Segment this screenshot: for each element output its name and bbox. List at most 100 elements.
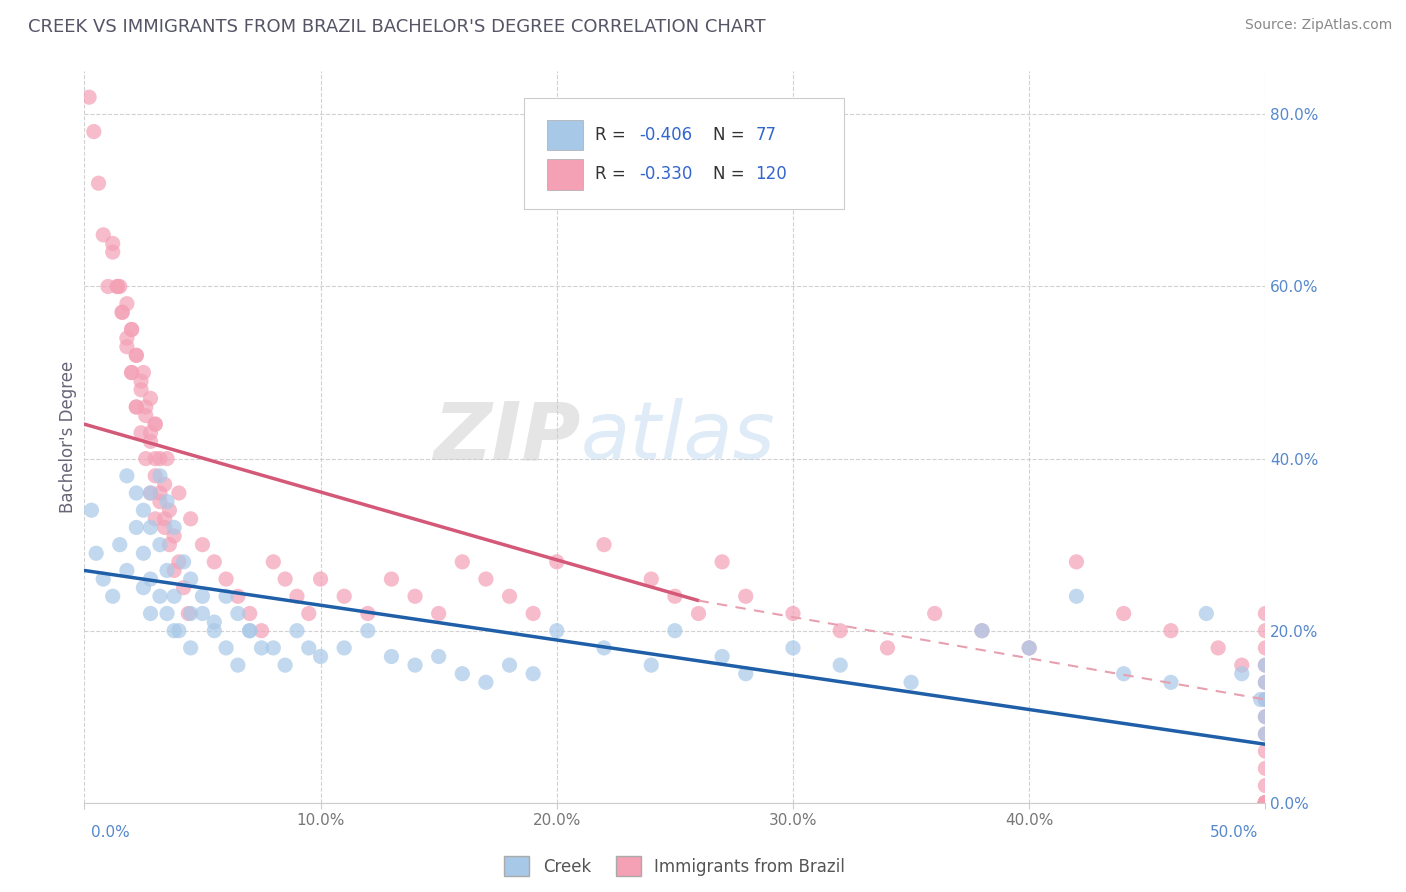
- Point: [1160, 675, 1182, 690]
- Text: Source: ZipAtlas.com: Source: ZipAtlas.com: [1244, 18, 1392, 32]
- Point: [91, 227, 114, 242]
- Point: [143, 468, 166, 483]
- Point: [121, 322, 143, 336]
- Point: [1254, 640, 1277, 655]
- Text: 77: 77: [755, 126, 776, 144]
- Point: [298, 607, 321, 621]
- Point: [664, 589, 686, 603]
- Text: atlas: atlas: [581, 398, 775, 476]
- Point: [101, 245, 124, 260]
- Point: [262, 555, 284, 569]
- Text: -0.330: -0.330: [640, 166, 693, 184]
- Point: [156, 564, 179, 578]
- Point: [404, 658, 426, 673]
- Point: [153, 512, 176, 526]
- Point: [298, 640, 321, 655]
- Point: [1254, 796, 1277, 810]
- Point: [640, 658, 662, 673]
- Point: [285, 624, 308, 638]
- Text: ZIP: ZIP: [433, 398, 581, 476]
- Point: [309, 572, 332, 586]
- Point: [129, 374, 152, 388]
- Point: [125, 486, 148, 500]
- Text: 50.0%: 50.0%: [1211, 825, 1258, 840]
- Point: [153, 520, 176, 534]
- Point: [1112, 607, 1135, 621]
- Point: [125, 348, 148, 362]
- Point: [782, 607, 804, 621]
- Text: R =: R =: [595, 126, 630, 144]
- Point: [711, 649, 734, 664]
- Point: [157, 538, 180, 552]
- Point: [522, 666, 544, 681]
- Point: [125, 400, 148, 414]
- Point: [163, 529, 186, 543]
- Point: [149, 468, 172, 483]
- Point: [1254, 796, 1277, 810]
- Point: [1254, 710, 1277, 724]
- Point: [357, 624, 380, 638]
- Text: N =: N =: [713, 126, 749, 144]
- Text: N =: N =: [713, 166, 749, 184]
- Point: [1160, 624, 1182, 638]
- Point: [135, 451, 157, 466]
- Point: [153, 477, 176, 491]
- Point: [711, 555, 734, 569]
- Point: [404, 589, 426, 603]
- Point: [156, 607, 179, 621]
- Point: [274, 572, 297, 586]
- Point: [83, 125, 105, 139]
- Point: [924, 607, 946, 621]
- Point: [191, 538, 214, 552]
- Point: [250, 624, 273, 638]
- Point: [226, 658, 249, 673]
- Point: [132, 503, 155, 517]
- Point: [239, 624, 262, 638]
- Point: [125, 400, 148, 414]
- Point: [108, 279, 131, 293]
- Point: [427, 649, 450, 664]
- Point: [149, 538, 172, 552]
- Point: [180, 607, 202, 621]
- Point: [640, 572, 662, 586]
- Point: [149, 494, 172, 508]
- Point: [215, 572, 238, 586]
- Point: [143, 417, 166, 432]
- Point: [900, 675, 922, 690]
- Point: [107, 279, 129, 293]
- Point: [139, 520, 162, 534]
- Point: [498, 589, 520, 603]
- Point: [262, 640, 284, 655]
- Point: [87, 176, 110, 190]
- Point: [180, 640, 202, 655]
- Point: [121, 366, 143, 380]
- Point: [167, 555, 190, 569]
- Point: [1254, 727, 1277, 741]
- Point: [1254, 796, 1277, 810]
- Point: [139, 486, 162, 500]
- Text: 0.0%: 0.0%: [91, 825, 131, 840]
- Text: CREEK VS IMMIGRANTS FROM BRAZIL BACHELOR'S DEGREE CORRELATION CHART: CREEK VS IMMIGRANTS FROM BRAZIL BACHELOR…: [28, 18, 766, 36]
- Point: [129, 425, 152, 440]
- Point: [139, 434, 162, 449]
- Point: [1254, 675, 1277, 690]
- Point: [149, 486, 172, 500]
- Point: [285, 589, 308, 603]
- Point: [125, 520, 148, 534]
- Point: [1254, 710, 1277, 724]
- Point: [1018, 640, 1040, 655]
- Point: [333, 640, 356, 655]
- Point: [1254, 692, 1277, 706]
- Point: [380, 649, 402, 664]
- Point: [139, 607, 162, 621]
- Point: [333, 589, 356, 603]
- Point: [115, 564, 138, 578]
- Point: [115, 331, 138, 345]
- Point: [132, 546, 155, 560]
- Point: [139, 425, 162, 440]
- Legend: Creek, Immigrants from Brazil: Creek, Immigrants from Brazil: [491, 843, 859, 889]
- Point: [782, 640, 804, 655]
- Point: [173, 555, 195, 569]
- Point: [135, 400, 157, 414]
- Point: [125, 348, 148, 362]
